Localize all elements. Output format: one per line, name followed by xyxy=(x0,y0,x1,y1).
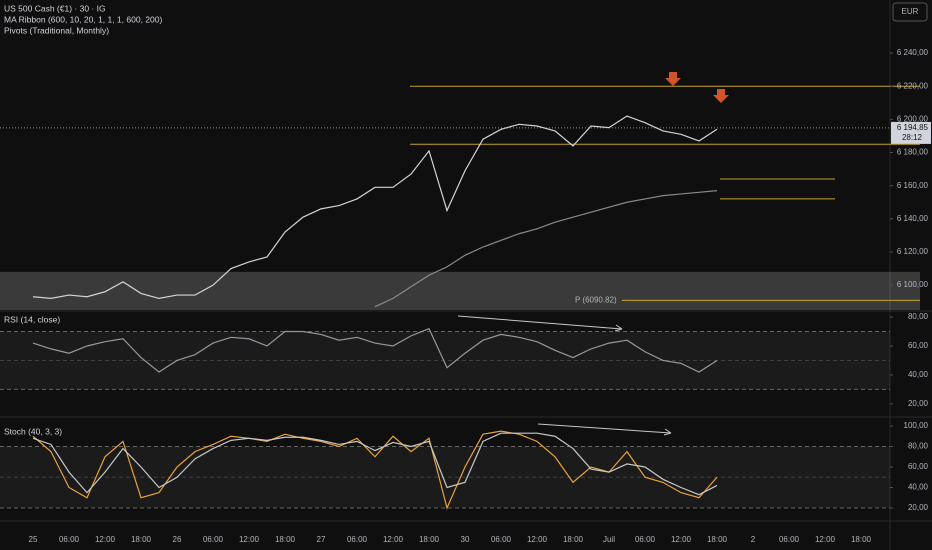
series-line xyxy=(374,190,718,308)
y-tick-label: 6 240,00 xyxy=(897,48,929,57)
x-tick-label: 06:00 xyxy=(203,535,224,544)
pivot-label: P (6090.82) xyxy=(575,295,617,304)
y-tick-label: 40,00 xyxy=(908,483,929,492)
last-price-label: 6 194,85 xyxy=(897,123,929,132)
down-arrow xyxy=(665,72,681,86)
down-arrow xyxy=(713,89,729,103)
x-tick-label: 12:00 xyxy=(239,535,260,544)
y-tick-label: 6 140,00 xyxy=(897,214,929,223)
x-tick-label: 18:00 xyxy=(419,535,440,544)
rsi-title: RSI (14, close) xyxy=(4,314,60,324)
y-tick-label: 60,00 xyxy=(908,341,929,350)
y-tick-label: 6 160,00 xyxy=(897,181,929,190)
x-tick-label: 18:00 xyxy=(131,535,152,544)
currency-button[interactable] xyxy=(892,2,928,22)
last-price-box xyxy=(891,121,931,144)
x-tick-label: 12:00 xyxy=(383,535,404,544)
series-line xyxy=(32,115,718,300)
symbol-title: US 500 Cash (€1) · 30 · IG xyxy=(4,3,106,13)
y-tick-label: 80,00 xyxy=(908,312,929,321)
x-tick-label: 18:00 xyxy=(563,535,584,544)
y-tick-label: 60,00 xyxy=(908,462,929,471)
x-tick-label: 12:00 xyxy=(671,535,692,544)
x-tick-label: Juil xyxy=(603,535,615,544)
x-tick-label: 18:00 xyxy=(707,535,728,544)
currency-label[interactable]: EUR xyxy=(902,7,919,16)
x-tick-label: 25 xyxy=(29,535,38,544)
x-tick-label: 12:00 xyxy=(527,535,548,544)
x-tick-label: 06:00 xyxy=(59,535,80,544)
y-tick-label: 100,00 xyxy=(904,421,929,430)
x-tick-label: 12:00 xyxy=(95,535,116,544)
x-tick-label: 18:00 xyxy=(275,535,296,544)
y-tick-label: 6 100,00 xyxy=(897,280,929,289)
x-tick-label: 06:00 xyxy=(491,535,512,544)
y-tick-label: 80,00 xyxy=(908,442,929,451)
y-tick-label: 6 200,00 xyxy=(897,114,929,123)
y-tick-label: 20,00 xyxy=(908,399,929,408)
x-tick-label: 26 xyxy=(173,535,182,544)
series-line xyxy=(32,430,718,510)
y-tick-label: 40,00 xyxy=(908,370,929,379)
plot-layer: P (6090.82) xyxy=(0,85,920,510)
divergence-line xyxy=(457,315,623,330)
y-tick-label: 20,00 xyxy=(908,503,929,512)
arrow-head xyxy=(663,428,672,436)
zone xyxy=(0,271,920,310)
countdown: 28:12 xyxy=(902,133,923,142)
y-tick-label: 6 180,00 xyxy=(897,148,929,157)
y-tick-label: 6 220,00 xyxy=(897,81,929,90)
x-tick-label: 06:00 xyxy=(347,535,368,544)
y-tick-label: 6 120,00 xyxy=(897,247,929,256)
x-tick-label: 12:00 xyxy=(815,535,836,544)
x-tick-label: 27 xyxy=(317,535,326,544)
series-line xyxy=(32,327,718,373)
indicator-label: Pivots (Traditional, Monthly) xyxy=(4,25,109,35)
x-tick-label: 06:00 xyxy=(779,535,800,544)
x-tick-label: 2 xyxy=(751,535,756,544)
x-tick-label: 06:00 xyxy=(635,535,656,544)
series-line xyxy=(32,432,718,496)
arrow-head xyxy=(614,324,623,332)
x-tick-label: 18:00 xyxy=(851,535,872,544)
x-tick-label: 30 xyxy=(461,535,470,544)
divergence-line xyxy=(537,423,672,434)
stoch-title: Stoch (40, 3, 3) xyxy=(4,426,62,436)
indicator-label: MA Ribbon (600, 10, 20, 1, 1, 1, 600, 20… xyxy=(4,14,162,24)
